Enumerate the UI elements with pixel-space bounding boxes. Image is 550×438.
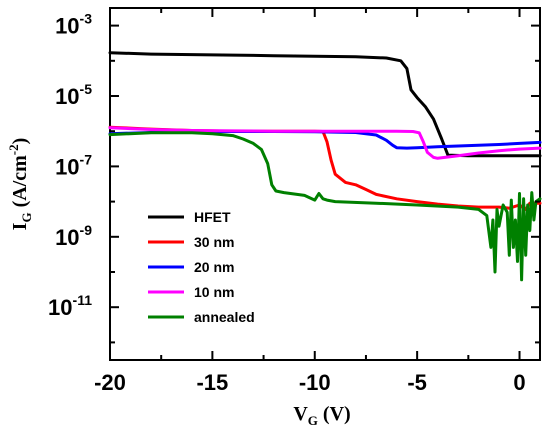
series-line-10-nm [108, 126, 542, 160]
x-axis-title-unit: (V) [318, 403, 351, 425]
x-axis-title-subscript: G [308, 413, 318, 428]
legend-label: 30 nm [194, 234, 234, 250]
x-tick-label: -15 [196, 370, 228, 395]
tick-labels-layer: -20 -15 -10 -5 0 10-3 10-5 10-7 10-9 10-11 [48, 11, 526, 395]
legend-label: 20 nm [194, 259, 234, 275]
y-tick-label: 10-9 [55, 222, 92, 250]
y-axis-title: IG (A/cm-2) [6, 138, 34, 231]
x-tick-label: -10 [299, 370, 331, 395]
plot-area-border [109, 7, 541, 361]
y-tick-label: 10-7 [55, 151, 92, 179]
y-axis-title-unit-close: ) [9, 138, 31, 145]
plot-frame [109, 7, 541, 361]
x-tick-label: -5 [407, 370, 427, 395]
legend-label: HFET [194, 209, 231, 225]
y-axis-title-main: I [9, 222, 31, 230]
series-line-annealed [108, 131, 542, 282]
x-axis-title-main: V [293, 403, 308, 425]
y-tick-label: 10-5 [55, 81, 92, 109]
legend: HFET 30 nm 20 nm 10 nm annealed [148, 209, 255, 325]
legend-label: annealed [194, 309, 255, 325]
y-axis-title-subscript: G [19, 212, 34, 222]
x-axis-title: VG (V) [293, 403, 350, 428]
ticks-layer [109, 8, 540, 360]
x-tick-label: 0 [513, 370, 525, 395]
legend-label: 10 nm [194, 284, 234, 300]
series-line-30-nm [108, 125, 542, 211]
y-tick-label: 10-11 [48, 292, 92, 320]
series-layer [108, 51, 542, 282]
y-axis-title-unit-sup: -2 [6, 144, 21, 155]
y-tick-label: 10-3 [55, 11, 92, 39]
x-tick-label: -20 [94, 370, 126, 395]
y-axis-title-unit-open: (A/cm [9, 155, 31, 213]
